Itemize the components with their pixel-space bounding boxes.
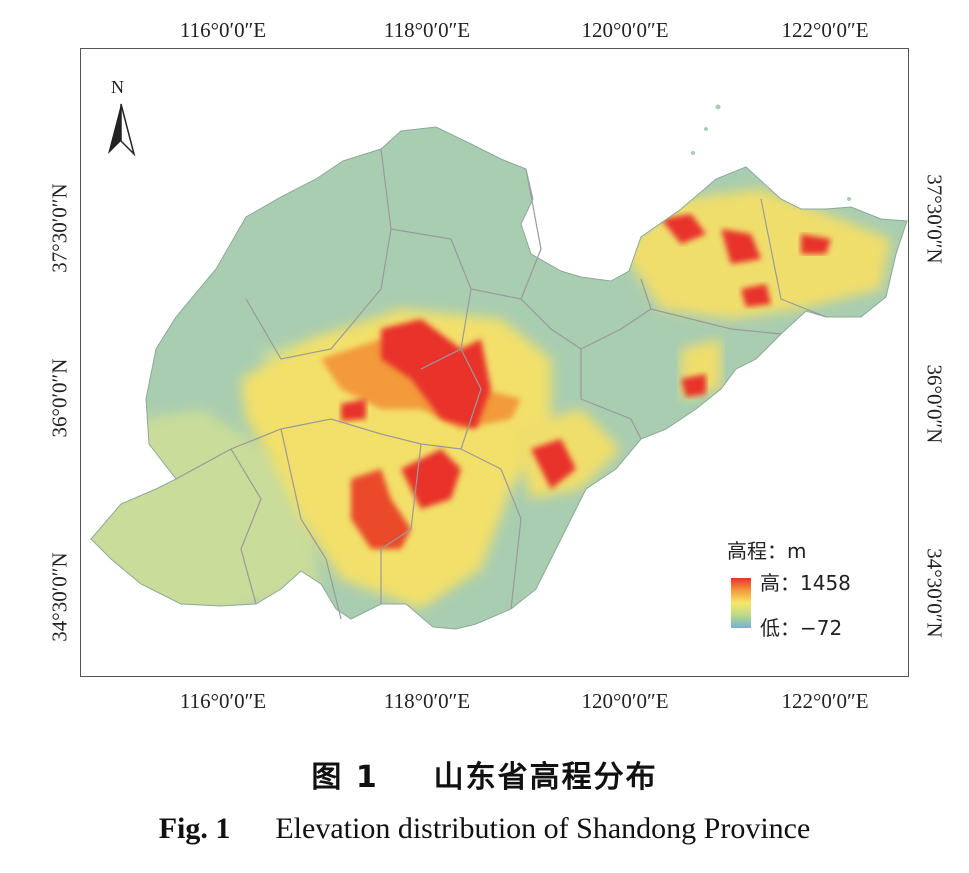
left-lat-label-36: 36°0′0″N xyxy=(47,358,72,438)
legend-low-label: 低：−72 xyxy=(760,616,843,640)
north-arrow-label: N xyxy=(111,77,124,97)
caption-zh-prefix: 图 1 xyxy=(311,760,379,795)
top-lon-label-122: 122°0′0″E xyxy=(781,18,869,42)
legend-color-ramp xyxy=(731,578,751,628)
bottom-lon-label-120: 120°0′0″E xyxy=(581,689,669,713)
left-lat-label-34-30: 34°30′0″N xyxy=(47,552,72,642)
top-lon-label-118: 118°0′0″E xyxy=(383,18,471,42)
left-lat-label-37-30: 37°30′0″N xyxy=(47,183,72,273)
right-lat-label-34-30: 34°30′0″N xyxy=(922,548,947,638)
right-lat-label-36: 36°0′0″N xyxy=(922,364,947,444)
caption-zh-title: 山东省高程分布 xyxy=(433,760,658,795)
legend-high-label: 高：1458 xyxy=(760,571,851,595)
figure-caption-zh: 图 1 山东省高程分布 xyxy=(0,752,969,796)
admin-boundaries xyxy=(175,148,827,620)
bottom-lon-label-116: 116°0′0″E xyxy=(179,689,267,713)
map-frame xyxy=(80,48,909,677)
legend-title: 高程：m xyxy=(727,539,807,563)
bottom-lon-label-122: 122°0′0″E xyxy=(781,689,869,713)
top-lon-label-116: 116°0′0″E xyxy=(179,18,267,42)
elevation-map xyxy=(90,103,908,630)
caption-en-prefix: Fig. 1 xyxy=(158,812,231,845)
right-lat-label-37-30: 37°30′0″N xyxy=(922,174,947,264)
top-lon-label-120: 120°0′0″E xyxy=(581,18,669,42)
north-arrow-icon xyxy=(108,103,136,157)
caption-en-title: Elevation distribution of Shandong Provi… xyxy=(275,812,811,845)
bottom-lon-label-118: 118°0′0″E xyxy=(383,689,471,713)
islands xyxy=(639,104,851,419)
figure-caption-en: Fig. 1 Elevation distribution of Shandon… xyxy=(0,812,969,846)
